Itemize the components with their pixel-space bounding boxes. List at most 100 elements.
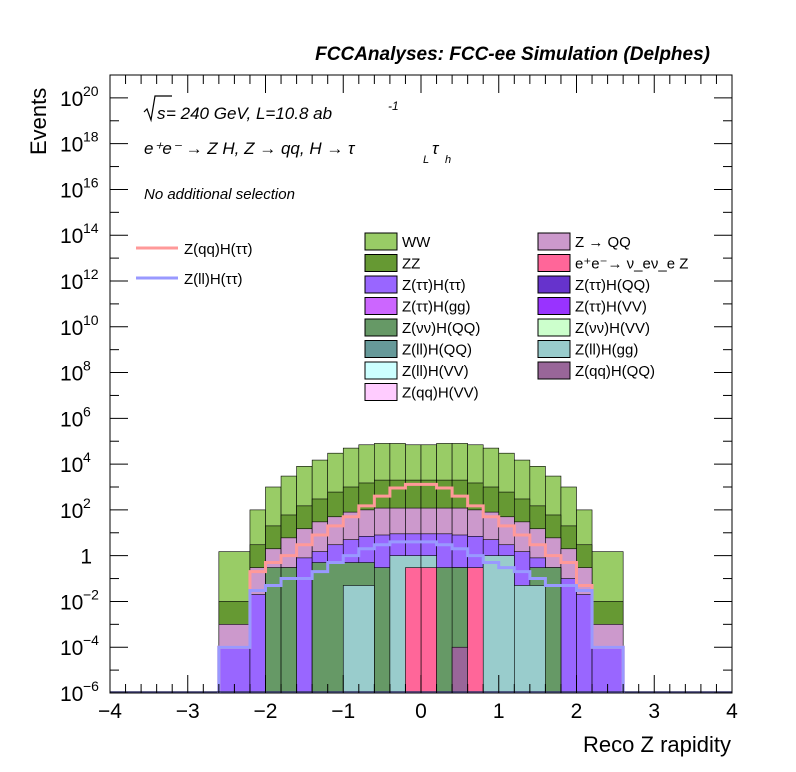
legend-swatch-2 [364,275,398,294]
legend-swatch-9 [537,254,571,272]
legend-swatch-8 [537,232,571,251]
legend-label-14: Z(qq)H(QQ) [575,363,655,380]
y-axis-label: Events [26,88,51,155]
x-tick-label-0: −4 [98,700,122,723]
y-tick-exp-12: 18 [83,129,99,145]
y-tick-label-8: 10 [60,317,83,340]
y-tick-label-11: 10 [60,179,83,202]
y-tick-label-0: 10 [60,683,83,706]
y-tick-exp-6: 6 [83,403,91,419]
legend-label-6: Z(ll)H(VV) [402,363,469,380]
legend-label-2: Z(ττ)H(ττ) [402,277,466,294]
y-tick-label-2: 10 [60,591,83,614]
x-tick-label-7: 3 [648,700,660,723]
legend-backgrounds: WW ZZ Z(ττ)H(ττ) Z(ττ)H(gg) Z(νν)H(QQ) Z(ll)H… [364,232,688,402]
stacked-bars [218,443,624,694]
legend-swatch-1 [364,254,398,272]
signal-line-0 [217,482,625,693]
y-tick-exp-7: 8 [83,358,91,374]
process-annotation: e⁺e⁻ → Z H, Z → qq, H → τ L τ h [144,139,451,166]
y-tick-exp-0: −6 [83,678,99,694]
y-tick-exp-13: 20 [83,83,99,99]
legend-swatch-3 [364,297,398,315]
y-tick-label-7: 10 [60,363,83,386]
tau-symbol-2: τ [432,139,440,158]
legend-label-5: Z(ll)H(QQ) [402,342,472,359]
process-text: e⁺e⁻ → Z H, Z → qq, H → τ [144,139,356,158]
legend-swatch-11 [537,297,571,315]
x-tick-label-6: 2 [571,700,583,723]
bar-zh-22 [576,594,593,694]
y-tick-label-5: 10 [60,454,83,477]
legend-swatch-0 [364,232,398,251]
legend-label-1: ZZ [402,256,420,273]
x-tick-label-3: −1 [331,700,355,723]
energy-annotation: s = 240 GeV, L=10.8 ab -1 [143,95,399,123]
bar-zqqhqq-0 [451,646,468,694]
y-tick-exp-9: 12 [83,266,99,282]
y-tick-label-4: 10 [60,500,83,523]
y-tick-exp-10: 14 [83,220,99,236]
legend-label-8: Z → QQ [575,234,631,251]
tau-sub-h: h [445,154,451,166]
legend-label-12: Z(νν)H(VV) [575,320,650,337]
x-axis-label: Reco Z rapidity [583,732,731,757]
legend-label-signal-1: Z(ll)H(ττ) [184,271,243,288]
legend-label-11: Z(ττ)H(VV) [575,299,647,316]
legend-signals: Z(qq)H(ττ) Z(ll)H(ττ) [136,241,253,288]
bar-zh-1 [249,594,266,694]
x-tick-label-8: 4 [726,700,738,723]
y-tick-label-3: 1 [80,546,92,569]
bar-zllhgg-2 [482,555,515,694]
x-tick-label-1: −3 [176,700,200,723]
bar-zh-21 [560,578,577,694]
y-tick-label-1: 10 [60,637,83,660]
legend-swatch-12 [537,318,571,337]
bar-eeeez-2 [405,567,422,694]
y-tick-label-12: 10 [60,134,83,157]
y-tick-exp-1: −4 [83,632,99,648]
legend-label-13: Z(ll)H(gg) [575,342,638,359]
y-tick-exp-2: −2 [83,586,99,602]
bar-eeeez-0 [420,567,437,694]
y-tick-exp-5: 4 [83,449,91,465]
legend-label-10: Z(ττ)H(QQ) [575,277,650,294]
legend-swatch-6 [364,361,398,380]
bar-zhqq-5 [280,567,297,694]
lumi-exponent: -1 [388,99,399,113]
selection-annotation: No additional selection [144,186,295,203]
bar-eeeez-1 [467,567,484,694]
x-tick-label-4: 0 [415,700,427,723]
y-tick-label-13: 10 [60,88,83,111]
bar-zhqq-6 [374,567,391,694]
y-tick-label-10: 10 [60,225,83,248]
signal-line-1 [217,540,625,693]
legend-label-4: Z(νν)H(QQ) [402,320,480,337]
legend-label-7: Z(qq)H(VV) [402,385,479,402]
sqrt-s-text: s [157,104,166,123]
y-tick-exp-8: 10 [83,312,99,328]
legend-label-3: Z(ττ)H(gg) [402,299,471,316]
bar-zllhgg-3 [513,585,546,694]
legend-swatch-13 [537,340,571,358]
header-title: FCCAnalyses: FCC-ee Simulation (Delphes) [315,44,710,65]
tau-sub-L: L [423,154,429,166]
legend-label-9: e⁺e⁻→ ν_eν_e Z [575,256,688,273]
y-tick-exp-11: 16 [83,174,99,190]
legend-swatch-10 [537,275,571,294]
legend-label-0: WW [402,234,431,251]
legend-swatch-5 [364,340,398,358]
y-tick-label-6: 10 [60,408,83,431]
legend-swatch-4 [364,318,398,337]
y-tick-label-9: 10 [60,271,83,294]
bar-zllhgg-4 [342,585,375,694]
energy-text: = 240 GeV, L=10.8 ab [166,104,332,123]
legend-label-signal-0: Z(qq)H(ττ) [184,241,253,258]
legend-swatch-7 [364,383,398,401]
x-tick-label-5: 1 [493,700,505,723]
x-tick-label-2: −2 [254,700,278,723]
y-tick-exp-4: 2 [83,495,91,511]
x-axis-ticks: −4 −3 −2 −1 0 1 2 3 4 [98,75,738,723]
